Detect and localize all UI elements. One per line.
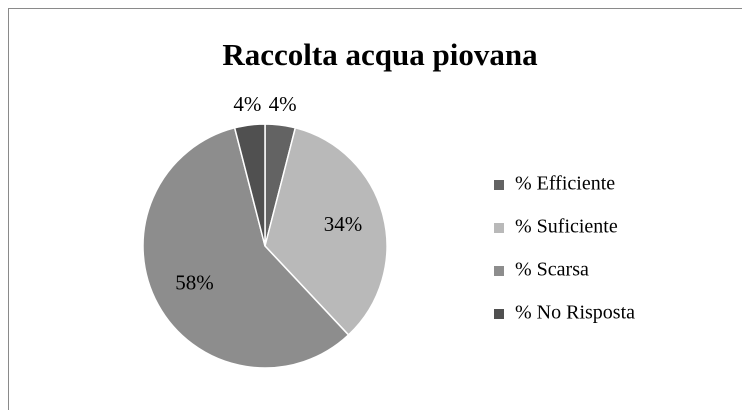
legend-swatch: [494, 266, 504, 276]
data-label: 34%: [324, 212, 363, 236]
legend-label: % Efficiente: [515, 173, 615, 195]
data-label: 4%: [233, 92, 261, 116]
legend-label: % Scarsa: [515, 259, 589, 281]
legend-swatch: [494, 180, 504, 190]
pie-slice: [233, 123, 266, 247]
chart-title: Raccolta acqua piovana: [222, 37, 538, 72]
data-label: 4%: [269, 92, 297, 116]
legend-label: % Suficiente: [515, 216, 618, 238]
legend-label: % No Risposta: [515, 302, 635, 324]
pie-slice: [142, 126, 350, 369]
pie-slice: [264, 126, 388, 336]
legend-swatch: [494, 223, 504, 233]
data-label: 58%: [175, 271, 214, 295]
legend-swatch: [494, 309, 504, 319]
